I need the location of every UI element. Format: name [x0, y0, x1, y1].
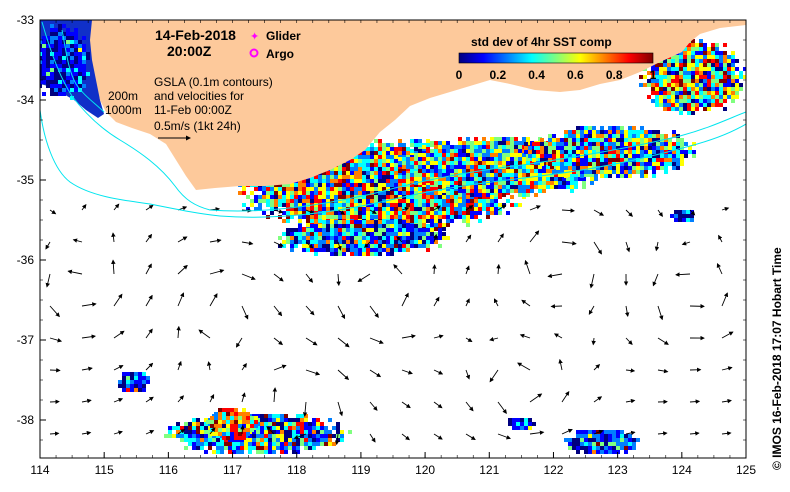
credit-label: © IMOS 16-Feb-2018 17:07 Hobart Time [770, 247, 784, 470]
y-tick-label: -34 [17, 93, 35, 107]
x-tick-label: 118 [287, 463, 306, 477]
colorbar-tick-label: 0.4 [528, 68, 545, 82]
x-tick-label: 116 [159, 463, 178, 477]
argo-label: Argo [266, 47, 294, 61]
y-tick-label: -37 [17, 333, 35, 347]
marker-legend: ✦ Glider Argo [249, 29, 301, 61]
colorbar-tick-label: 1 [650, 68, 657, 82]
depth-label-1000: 1000m [105, 103, 142, 117]
velocity-field [45, 203, 734, 446]
y-tick-label: -38 [17, 413, 35, 427]
gsla-line-2: and velocities for [154, 89, 244, 103]
colorbar-title: std dev of 4hr SST comp [471, 35, 612, 49]
bathymetry-contours [40, 21, 746, 218]
colorbar-ticks: 0 0.2 0.4 0.6 0.8 1 [456, 68, 657, 82]
y-tick-label: -35 [17, 173, 35, 187]
gsla-line-3: 11-Feb 00:00Z [154, 103, 232, 117]
x-tick-label: 121 [479, 463, 499, 477]
x-tick-label: 123 [608, 463, 628, 477]
x-tick-label: 124 [672, 463, 692, 477]
depth-label-200: 200m [108, 89, 138, 103]
x-tick-label: 122 [543, 463, 563, 477]
time-label: 20:00Z [167, 43, 212, 59]
x-tick-label: 119 [351, 463, 370, 477]
argo-icon [249, 48, 259, 58]
colorbar-tick-label: 0 [456, 68, 463, 82]
colorbar-tick-label: 0.8 [606, 68, 623, 82]
glider-label: Glider [266, 29, 301, 43]
x-tick-label: 125 [736, 463, 756, 477]
contour-1000m [40, 109, 746, 218]
date-label: 14-Feb-2018 [155, 27, 236, 43]
x-tick-label: 115 [95, 463, 114, 477]
y-tick-label: -36 [17, 253, 35, 267]
contour-200m [41, 21, 746, 212]
colorbar-strip [458, 52, 654, 64]
gsla-line-4: 0.5m/s (1kt 24h) [154, 119, 241, 133]
colorbar-tick-label: 0.6 [567, 68, 584, 82]
contour-inner [61, 29, 105, 113]
y-axis: -33 -34 -35 -36 -37 -38 [17, 13, 746, 441]
gsla-legend: GSLA (0.1m contours) and velocities for … [105, 75, 273, 141]
plot-area [40, 20, 746, 458]
x-axis: 114 115 116 117 118 119 120 121 122 123 124 125 [30, 20, 756, 477]
x-tick-label: 117 [223, 463, 242, 477]
x-tick-label: 114 [30, 463, 49, 477]
glider-icon: ✦ [250, 31, 259, 43]
y-tick-label: -33 [17, 13, 35, 27]
colorbar: std dev of 4hr SST comp 0 0.2 0.4 0.6 0.8 1 [456, 35, 657, 82]
x-tick-label: 120 [415, 463, 435, 477]
gsla-line-1: GSLA (0.1m contours) [154, 75, 273, 89]
colorbar-tick-label: 0.2 [489, 68, 506, 82]
